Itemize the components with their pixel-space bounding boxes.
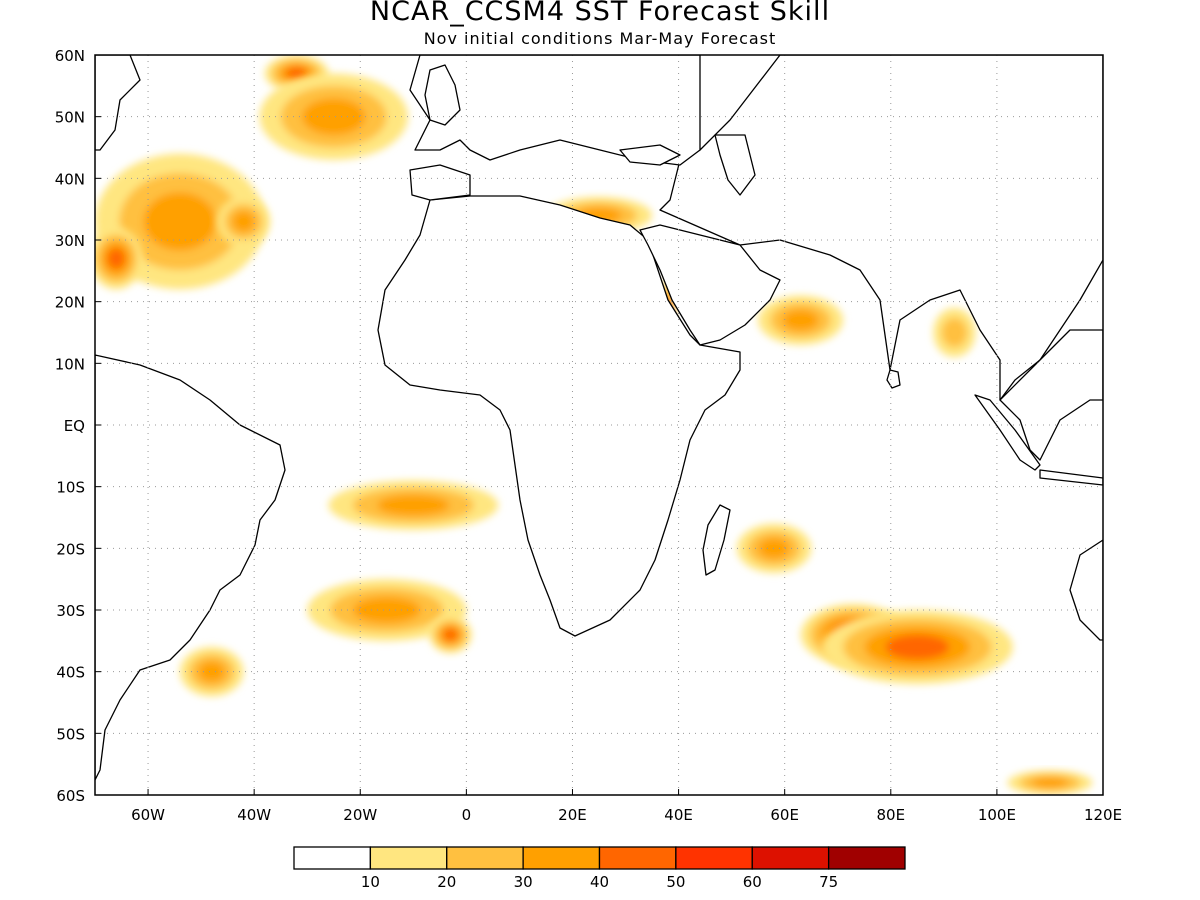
skill-contour (758, 537, 790, 559)
skill-region-sw-atlantic (179, 647, 244, 697)
x-tick-label: 120E (1084, 806, 1122, 824)
colorbar-box (751, 846, 830, 870)
y-tick-label: 10S (56, 479, 85, 497)
colorbar-box (369, 846, 448, 870)
x-tick-label: 20E (558, 806, 587, 824)
skill-region-madagascar-east (736, 523, 812, 573)
skill-region-caribbean-high (95, 227, 143, 290)
skill-shading (95, 55, 1093, 795)
map-title: NCAR_CCSM4 SST Forecast Skill (369, 0, 831, 27)
y-tick-label: 20N (55, 294, 85, 312)
skill-contour (941, 317, 968, 348)
eurasia-landmass (639, 55, 1103, 401)
skill-region-bay-of-bengal (933, 307, 976, 358)
skill-contour (285, 67, 308, 80)
uk-landmass (424, 64, 461, 126)
colorbar-label: 30 (514, 873, 533, 891)
colorbar-label: 75 (819, 873, 838, 891)
skill-region-south-atlantic-east (429, 616, 472, 654)
x-tick-label: 80E (877, 806, 906, 824)
coastlines (95, 55, 1103, 781)
skill-region-south-atlantic-mid (307, 579, 467, 641)
map-subtitle: Nov initial conditions Mar-May Forecast (423, 29, 777, 48)
skill-contour (301, 98, 366, 136)
skill-region-mid-atlantic-patch (217, 196, 271, 247)
colorbar-box (598, 846, 677, 870)
europe-landmass (409, 55, 701, 166)
skill-region-southern-ocean (1007, 770, 1093, 795)
skill-contour (782, 309, 819, 331)
colorbar-label: 50 (666, 873, 685, 891)
colorbar-label: 20 (437, 873, 456, 891)
y-tick-label: 30S (56, 602, 85, 620)
x-tick-label: 60E (770, 806, 799, 824)
colorbar-label: 10 (361, 873, 380, 891)
indochina-landmass (999, 329, 1103, 461)
y-tick-label: 20S (56, 540, 85, 558)
skill-contour (1031, 777, 1069, 788)
java-landmass (1039, 469, 1103, 486)
colorbar-box (446, 846, 524, 870)
x-tick-label: 0 (462, 806, 472, 824)
colorbar-legend: 10 20 30 40 50 60 75 (293, 846, 906, 891)
skill-contour (376, 494, 450, 516)
y-tick-label: 40S (56, 664, 85, 682)
iberia-landmass (409, 164, 471, 201)
y-tick-label: 50N (55, 109, 85, 127)
black-sea-outline (619, 144, 681, 166)
y-tick-label: 60N (55, 47, 85, 65)
y-tick-label: 10N (55, 355, 85, 373)
x-tick-label: 60W (131, 806, 165, 824)
skill-region-north-atlantic-band (259, 73, 409, 160)
madagascar-landmass (702, 504, 731, 576)
skill-region-south-atlantic-band (328, 480, 499, 530)
x-axis-ticks: 60W 40W 20W 0 20E 40E 60E 80E 100E 120E (131, 789, 1122, 824)
colorbar-box (293, 846, 372, 870)
colorbar-box (827, 846, 906, 870)
x-tick-label: 100E (978, 806, 1016, 824)
x-tick-label: 40E (664, 806, 693, 824)
y-tick-label: 30N (55, 232, 85, 250)
south-america-landmass (95, 354, 286, 781)
colorbar-box (522, 846, 601, 870)
y-tick-label: 60S (56, 787, 85, 805)
skill-contour (143, 192, 217, 251)
caspian-outline (714, 134, 756, 196)
y-axis-ticks: 60N 50N 40N 30N 20N 10N EQ 10S 20S 30S 40S 50S 60S (55, 47, 101, 805)
x-tick-label: 20W (343, 806, 377, 824)
skill-contour (198, 661, 226, 683)
skill-region-arabian-sea (758, 295, 844, 345)
skill-contour (443, 628, 458, 641)
australia-landmass (1069, 539, 1103, 641)
skill-contour (885, 634, 950, 660)
sri-lanka-landmass (886, 369, 901, 389)
colorbar-label: 60 (743, 873, 762, 891)
sumatra-landmass (974, 394, 1041, 471)
north-america-landmass (95, 55, 141, 151)
skill-contour (232, 210, 255, 233)
skill-contour (352, 596, 421, 624)
skill-region-south-indian-band (821, 610, 1013, 684)
skill-contour (107, 248, 126, 269)
x-tick-label: 40W (237, 806, 271, 824)
y-tick-label: 50S (56, 725, 85, 743)
colorbar-label: 40 (590, 873, 609, 891)
colorbar-box (675, 846, 753, 870)
y-tick-label: 40N (55, 170, 85, 188)
y-tick-label: EQ (64, 417, 85, 435)
